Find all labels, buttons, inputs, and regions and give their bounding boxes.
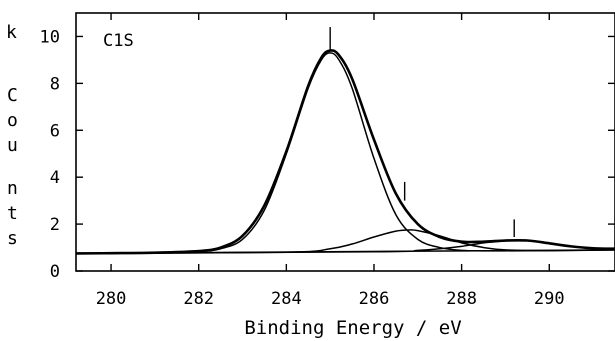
x-tick-label: 284 — [271, 289, 302, 309]
ylabel-char: u — [7, 135, 18, 156]
x-tick-label: 282 — [183, 289, 214, 309]
series-component-line — [75, 52, 615, 255]
x-tick-label: 286 — [359, 289, 390, 309]
y-tick-label: 10 — [40, 27, 60, 47]
x-tick-label: 290 — [534, 289, 565, 309]
y-tick-label: 0 — [50, 262, 60, 282]
y-tick-label: 6 — [50, 121, 60, 141]
x-tick-label: 280 — [96, 289, 127, 309]
series-component-line — [75, 229, 615, 255]
ticks-layer: 280 282 284 286 288 290 0 2 4 6 8 10 — [40, 13, 615, 309]
ylabel-char: n — [7, 178, 18, 199]
plot-frame — [75, 12, 615, 272]
y-tick-label: 8 — [50, 74, 60, 94]
markers-layer — [329, 27, 515, 237]
ylabel-char: t — [7, 203, 18, 224]
ylabel-char: o — [7, 110, 18, 131]
ylabel-char: k — [6, 22, 17, 43]
ylabel-char: s — [7, 228, 18, 249]
series-envelope-line — [75, 49, 615, 255]
series-baseline-line — [75, 249, 615, 255]
x-axis-title: Binding Energy / eV — [244, 317, 461, 339]
x-tick-label: 288 — [446, 289, 477, 309]
y-tick-label: 2 — [50, 215, 60, 235]
y-tick-label: 4 — [50, 168, 60, 188]
curves-layer — [75, 49, 615, 255]
ylabel-char: C — [7, 85, 18, 106]
chart-title: C1S — [103, 31, 134, 51]
